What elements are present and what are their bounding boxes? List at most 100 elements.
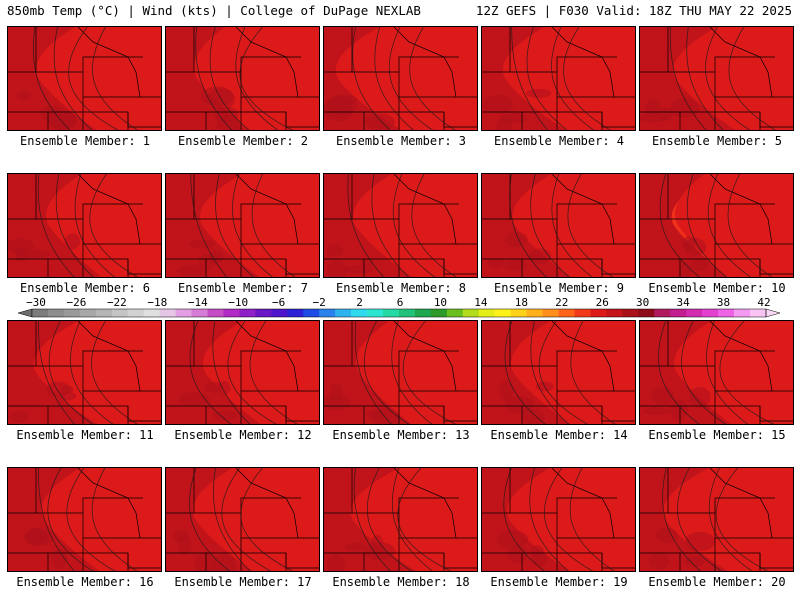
isotherm-contour (728, 27, 777, 130)
isotherm-contour (227, 321, 277, 424)
isotherm-contour (705, 27, 751, 130)
ensemble-member-panel[interactable] (639, 467, 794, 572)
member-label: Ensemble Member: 2 (177, 134, 309, 148)
colorbar-tick-label: 34 (676, 296, 690, 309)
state-boundary (82, 203, 143, 219)
isotherm-contour (240, 468, 294, 571)
hot-pocket (327, 259, 348, 277)
ensemble-member-panel[interactable] (481, 467, 636, 572)
isotherm-contour (409, 27, 456, 130)
isotherm-contour (53, 27, 93, 130)
ensemble-member-panel[interactable] (323, 320, 478, 425)
ensemble-member-panel[interactable] (165, 173, 320, 278)
isotherm-contour (354, 321, 392, 424)
colorbar-tick-label: 10 (434, 296, 447, 309)
isotherm-contour (251, 174, 296, 277)
colorbar-swatch (255, 309, 272, 317)
ensemble-member-panel[interactable] (7, 173, 162, 278)
hot-pocket (51, 548, 68, 570)
isotherm-contour (190, 174, 228, 277)
colorbar-tick-label: −18 (147, 296, 167, 309)
colorbar-tick-label: 18 (515, 296, 528, 309)
isotherm-contour (658, 321, 700, 424)
hot-pocket (496, 115, 513, 130)
temperature-field-map (166, 468, 319, 571)
state-boundary (709, 468, 773, 539)
isotherm-contour (669, 27, 707, 130)
isotherm-contour (189, 468, 231, 571)
colorbar-swatch (95, 309, 113, 317)
temperature-field-map (640, 468, 793, 571)
hot-pocket (370, 408, 401, 424)
hot-pocket (176, 264, 208, 277)
colorbar-tick-label: 2 (356, 296, 363, 309)
hot-pocket (326, 244, 344, 257)
colorbar-swatch (686, 309, 703, 317)
temperature-field-map (482, 174, 635, 277)
hot-pocket (217, 380, 231, 396)
ensemble-member-panel[interactable] (165, 320, 320, 425)
colorbar-swatch (79, 309, 97, 317)
temperature-field-map (640, 174, 793, 277)
ensemble-member-panel[interactable] (323, 173, 478, 278)
temperature-band (355, 321, 477, 424)
hot-pocket (685, 531, 715, 552)
hot-pocket (364, 113, 395, 130)
ensemble-member-panel[interactable] (323, 467, 478, 572)
hot-pocket (521, 408, 545, 424)
colorbar-swatch (127, 309, 144, 317)
isotherm-contour (538, 321, 588, 424)
member-label: Ensemble Member: 6 (19, 281, 151, 295)
member-label: Ensemble Member: 12 (174, 428, 312, 442)
ensemble-member-panel[interactable] (7, 467, 162, 572)
state-boundary (127, 112, 161, 128)
state-boundary (393, 321, 457, 392)
ensemble-member-panel[interactable] (481, 320, 636, 425)
ensemble-member-panel[interactable] (639, 173, 794, 278)
isotherm-contour (529, 468, 570, 571)
temperature-field-map (8, 468, 161, 571)
state-boundary (393, 468, 457, 539)
isotherm-contour (66, 468, 116, 571)
isotherm-contour (48, 321, 94, 424)
ensemble-member-panel[interactable] (165, 467, 320, 572)
temperature-field-map (324, 27, 477, 130)
temperature-field-map (482, 321, 635, 424)
ensemble-member-panel[interactable] (481, 26, 636, 131)
state-boundary (285, 259, 319, 275)
state-boundary (235, 174, 299, 245)
state-boundary (393, 27, 457, 98)
colorbar-swatch (670, 309, 687, 317)
ensemble-member-panel[interactable] (323, 26, 478, 131)
temperature-band (511, 321, 635, 424)
ensemble-member-panel[interactable] (639, 320, 794, 425)
colorbar-swatch (287, 309, 304, 317)
member-label: Ensemble Member: 15 (648, 428, 786, 442)
member-label: Ensemble Member: 16 (16, 575, 154, 589)
colorbar-tick-label: −22 (107, 296, 127, 309)
hot-pocket (209, 250, 224, 264)
isotherm-contour (91, 468, 138, 571)
isotherm-contour (677, 468, 723, 571)
ensemble-member-panel[interactable] (165, 26, 320, 131)
state-boundary (556, 497, 617, 513)
hot-pocket (658, 107, 674, 122)
hot-pocket (25, 527, 47, 546)
ensemble-member-panel[interactable] (7, 320, 162, 425)
hot-pocket (60, 385, 74, 394)
isotherm-contour (89, 174, 139, 277)
hot-pocket (690, 259, 709, 271)
colorbar-swatch (63, 309, 81, 317)
colorbar-swatch (159, 309, 176, 317)
isotherm-contour (74, 174, 115, 277)
ensemble-member-panel[interactable] (7, 26, 162, 131)
isotherm-contour (68, 27, 119, 130)
isotherm-contour (662, 468, 702, 571)
isotherm-contour (189, 321, 232, 424)
ensemble-member-panel[interactable] (481, 173, 636, 278)
member-label: Ensemble Member: 10 (648, 281, 786, 295)
colorbar-tick-label: −26 (67, 296, 87, 309)
state-boundary (556, 350, 617, 366)
ensemble-member-panel[interactable] (639, 26, 794, 131)
hot-pocket (64, 233, 81, 250)
